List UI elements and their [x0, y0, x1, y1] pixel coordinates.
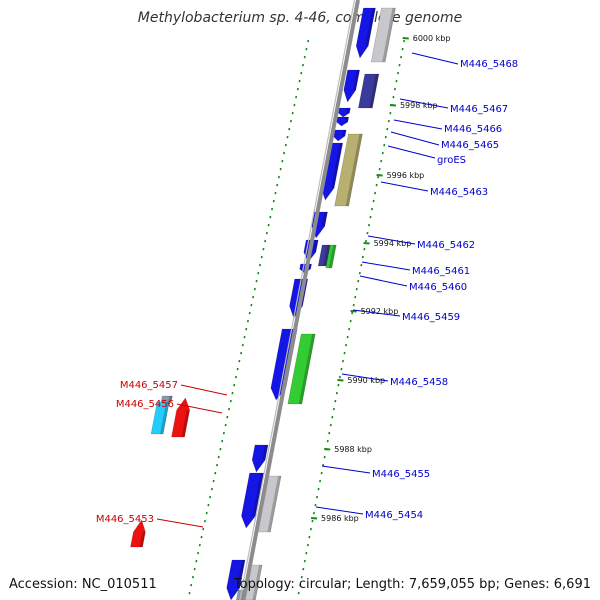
gene-block-5463-olive — [334, 133, 363, 207]
label-leader-line — [411, 52, 459, 65]
scale-tick-label: 5992 kbp — [361, 307, 399, 316]
gene-label[interactable]: M446_5453 — [96, 514, 154, 525]
accession-label: Accession: NC_010511 — [9, 577, 157, 592]
scale-tick-label: 5994 kbp — [374, 239, 412, 248]
scale-ticks: 6000 kbp 5998 kbp 5996 kbp 5994 kbp 5992 kbp… — [310, 34, 451, 523]
genome-backbone — [239, 0, 360, 600]
backbone-edge — [239, 0, 356, 600]
scale-tick-label: 6000 kbp — [413, 34, 451, 43]
label-leader-line — [393, 119, 443, 130]
label-leaders — [156, 52, 459, 528]
scale-tick-label: 5998 kbp — [400, 101, 438, 110]
label-leader-line — [341, 373, 389, 382]
topology-label: Topology: circular; Length: 7,659,055 bp… — [233, 577, 591, 592]
gene-label[interactable]: M446_5454 — [365, 510, 423, 521]
guide-line-right — [297, 39, 406, 595]
label-leader-line — [361, 261, 411, 271]
scale-tick-label: 5986 kbp — [321, 514, 359, 523]
gene-label[interactable]: M446_5460 — [409, 282, 467, 293]
scale-tick-label: 5988 kbp — [334, 445, 372, 454]
label-leader-line — [380, 181, 429, 192]
label-leader-line — [156, 518, 204, 528]
gene-label[interactable]: M446_5456 — [116, 399, 174, 410]
gene-block-5465 — [336, 116, 350, 127]
gene-block-5453 — [130, 519, 146, 548]
gene-label[interactable]: M446_5457 — [120, 380, 178, 391]
gene-block-5461-navy — [317, 244, 331, 267]
gene-label[interactable]: groES — [437, 155, 466, 166]
gene-block-5456 — [171, 397, 190, 438]
dotted-guide-lines — [188, 39, 406, 595]
label-leader-line — [390, 131, 440, 146]
scale-tick-mark — [310, 517, 318, 520]
gene-block-5454-blue — [241, 472, 265, 529]
gene-label[interactable]: M446_5459 — [402, 312, 460, 323]
gene-label[interactable]: M446_5468 — [460, 59, 518, 70]
scale-tick-mark — [363, 242, 370, 245]
label-leader-line — [315, 506, 364, 515]
scale-tick-mark — [324, 448, 331, 451]
gene-block-5457-steel — [160, 395, 173, 403]
guide-line-left — [188, 39, 310, 595]
gene-block-5467-navy — [358, 73, 380, 109]
label-leader-line — [176, 403, 223, 414]
scale-tick-mark — [402, 37, 409, 40]
gene-block-5466 — [338, 107, 351, 118]
label-leader-line — [367, 235, 416, 245]
scale-tick-mark — [389, 104, 397, 107]
gene-features — [130, 7, 396, 600]
scale-tick-label: 5990 kbp — [347, 376, 385, 385]
gene-labels: M446_5468 M446_5467 M446_5466 M446_5465 groE… — [96, 59, 518, 525]
label-leader-line — [387, 145, 436, 159]
label-leader-line — [352, 309, 401, 317]
scale-tick-label: 5996 kbp — [387, 171, 425, 180]
gene-block-bottom-blue — [226, 559, 246, 600]
gene-label[interactable]: M446_5465 — [441, 140, 499, 151]
scale-tick-mark — [376, 174, 383, 177]
label-leader-line — [359, 275, 408, 287]
gene-label[interactable]: M446_5462 — [417, 240, 475, 251]
gene-block-groes — [332, 129, 347, 142]
gene-label[interactable]: M446_5466 — [444, 124, 502, 135]
gene-label[interactable]: M446_5455 — [372, 469, 430, 480]
gene-label[interactable]: M446_5467 — [450, 104, 508, 115]
scale-tick-mark — [337, 379, 344, 382]
gene-block-5458-green — [287, 333, 316, 405]
backbone-line — [241, 0, 360, 600]
gene-block-5468-grey — [370, 7, 396, 63]
gene-block-5455 — [251, 444, 269, 473]
label-leader-line — [321, 465, 371, 474]
label-leader-line — [399, 98, 449, 109]
label-leader-line — [180, 384, 228, 396]
gene-block-5467-blue — [343, 69, 360, 103]
gene-block-5461-green — [325, 244, 337, 269]
gene-label[interactable]: M446_5461 — [412, 266, 470, 277]
gene-block-5468-blue — [355, 7, 376, 59]
scale-tick-mark — [350, 310, 357, 313]
gene-label[interactable]: M446_5458 — [390, 377, 448, 388]
gene-label[interactable]: M446_5463 — [430, 187, 488, 198]
